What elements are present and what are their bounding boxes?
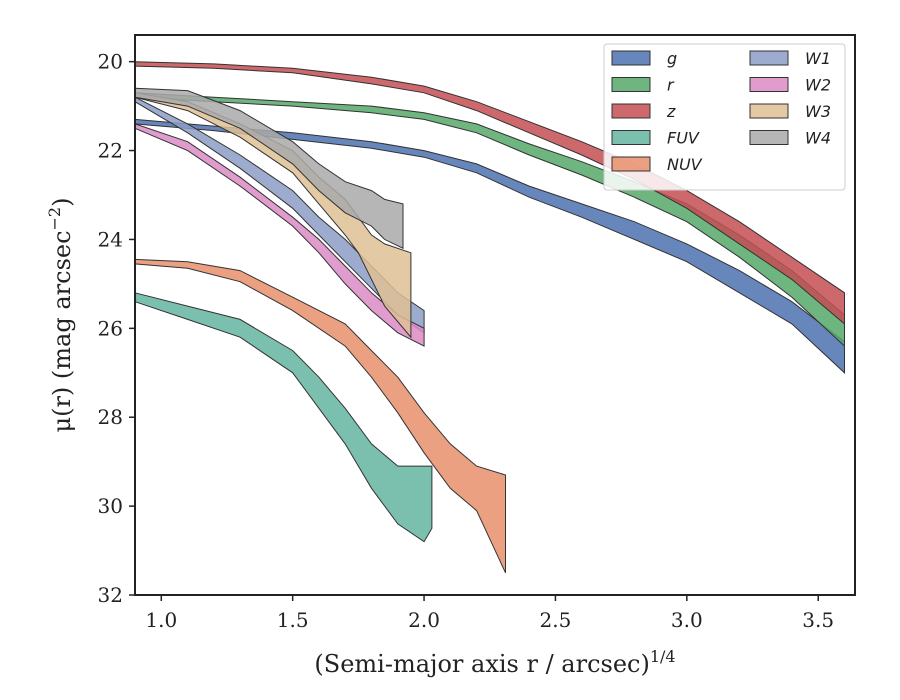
y-axis-title-text: μ(r) (mag arcsec xyxy=(48,230,76,432)
legend-label-r: r xyxy=(667,76,675,95)
legend-swatch-r xyxy=(611,77,651,92)
y-tick-label: 32 xyxy=(98,583,123,607)
y-tick-label: 30 xyxy=(98,494,123,518)
legend: grz FUV NUV W1 W2 W3 W4 xyxy=(603,43,846,191)
legend-swatch-fuv xyxy=(611,130,651,145)
legend-label-w2: W2 xyxy=(805,76,831,95)
legend-swatch-w2 xyxy=(749,77,789,92)
y-tick-label: 22 xyxy=(98,139,123,163)
y-axis: 20 22 24 26 28 30 32 xyxy=(98,50,135,607)
x-tick-label: 2.5 xyxy=(540,608,572,632)
x-tick-label: 1.5 xyxy=(277,608,309,632)
x-tick-label: 2.0 xyxy=(408,608,440,632)
x-axis-title-power: 1/4 xyxy=(650,647,676,666)
legend-swatch-w1 xyxy=(749,50,789,66)
y-axis-title-close: ) xyxy=(48,198,76,207)
legend-swatch-w4 xyxy=(749,130,789,145)
legend-label-w3: W3 xyxy=(805,102,831,121)
y-tick-label: 20 xyxy=(98,50,123,74)
x-tick-label: 3.5 xyxy=(802,608,834,632)
series-band-nuv xyxy=(134,258,506,574)
legend-label-z: z xyxy=(666,102,676,121)
legend-swatch-g xyxy=(611,50,651,66)
series-band-w4 xyxy=(134,87,404,250)
legend-swatch-z xyxy=(611,103,651,119)
legend-label-w4: W4 xyxy=(805,129,831,148)
y-tick-label: 24 xyxy=(98,227,123,251)
x-axis: 1.0 1.5 2.0 2.5 3.0 3.5 xyxy=(145,595,834,632)
series-band-g xyxy=(134,118,845,374)
y-axis-title: μ(r) (mag arcsec−2) xyxy=(45,198,76,433)
legend-swatch-nuv xyxy=(611,156,651,172)
legend-label-nuv: NUV xyxy=(667,155,703,174)
plot-frame xyxy=(134,34,856,596)
x-tick-label: 1.0 xyxy=(145,608,177,632)
y-axis-title-power: −2 xyxy=(45,207,64,231)
x-axis-title-text: (Semi-major axis r / arcsec) xyxy=(314,650,649,678)
series-band-z xyxy=(134,61,845,325)
series-layer xyxy=(134,61,845,574)
y-tick-label: 28 xyxy=(98,405,123,429)
legend-label-fuv: FUV xyxy=(667,129,700,148)
legend-label-g: g xyxy=(667,49,677,68)
y-tick-label: 26 xyxy=(98,316,123,340)
series-band-w2 xyxy=(134,123,425,347)
x-axis-title: (Semi-major axis r / arcsec)1/4 xyxy=(314,647,675,678)
series-band-fuv xyxy=(134,292,433,543)
legend-label-w1: W1 xyxy=(805,49,831,68)
legend-swatch-w3 xyxy=(749,103,789,119)
x-tick-label: 3.0 xyxy=(671,608,703,632)
